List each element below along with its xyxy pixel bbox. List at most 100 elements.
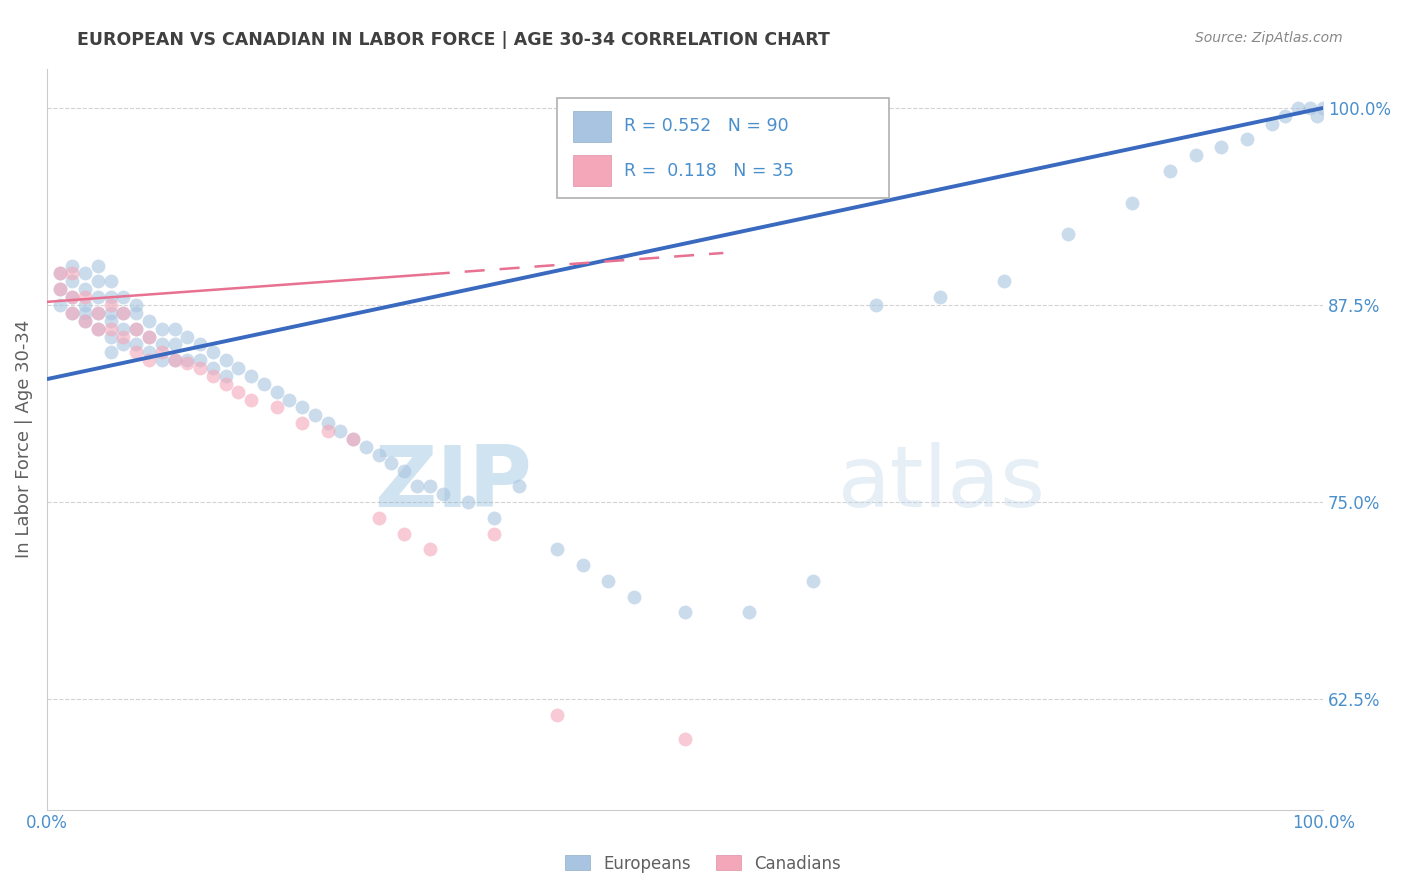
Point — [253, 376, 276, 391]
Point — [62, 290, 84, 304]
Point — [188, 337, 211, 351]
Point — [738, 606, 761, 620]
Point — [419, 479, 441, 493]
Point — [87, 290, 110, 304]
Point — [87, 274, 110, 288]
Bar — [572, 155, 612, 186]
Point — [112, 306, 135, 320]
Point — [342, 432, 364, 446]
Point — [304, 409, 326, 423]
Point — [62, 290, 84, 304]
Point — [1159, 164, 1181, 178]
Point — [214, 376, 236, 391]
Point — [316, 417, 339, 431]
Point — [546, 708, 568, 723]
Point — [48, 282, 70, 296]
Point — [929, 290, 952, 304]
Y-axis label: In Labor Force | Age 30-34: In Labor Force | Age 30-34 — [15, 320, 32, 558]
Point — [329, 424, 352, 438]
Point — [75, 306, 97, 320]
Point — [125, 306, 148, 320]
Text: R = 0.552   N = 90: R = 0.552 N = 90 — [624, 118, 789, 136]
Point — [62, 306, 84, 320]
Legend: Europeans, Canadians: Europeans, Canadians — [558, 848, 848, 880]
Point — [62, 267, 84, 281]
Point — [240, 392, 263, 407]
Point — [188, 353, 211, 368]
Point — [865, 298, 887, 312]
Point — [125, 321, 148, 335]
Point — [87, 321, 110, 335]
Point — [112, 290, 135, 304]
Point — [75, 314, 97, 328]
Point — [228, 384, 250, 399]
Point — [291, 401, 314, 415]
Point — [112, 337, 135, 351]
Point — [112, 329, 135, 343]
Point — [1312, 101, 1334, 115]
Text: R =  0.118   N = 35: R = 0.118 N = 35 — [624, 161, 794, 180]
Point — [432, 487, 454, 501]
Point — [62, 274, 84, 288]
Point — [1209, 140, 1232, 154]
Point — [75, 290, 97, 304]
Point — [316, 424, 339, 438]
Point — [100, 314, 122, 328]
Point — [801, 574, 824, 588]
Point — [75, 267, 97, 281]
Point — [1261, 117, 1284, 131]
Point — [163, 337, 186, 351]
Point — [138, 314, 160, 328]
Point — [75, 314, 97, 328]
Point — [214, 368, 236, 383]
Text: ZIP: ZIP — [374, 442, 531, 525]
Point — [163, 321, 186, 335]
Point — [623, 590, 645, 604]
Point — [1057, 227, 1080, 241]
Point — [394, 526, 416, 541]
Point — [266, 384, 288, 399]
Point — [125, 337, 148, 351]
Point — [100, 274, 122, 288]
Point — [75, 282, 97, 296]
Point — [125, 321, 148, 335]
Point — [87, 306, 110, 320]
Point — [354, 440, 377, 454]
Point — [1286, 101, 1309, 115]
Point — [673, 606, 696, 620]
Point — [291, 417, 314, 431]
Point — [201, 361, 224, 376]
Point — [125, 298, 148, 312]
Point — [572, 558, 595, 573]
Point — [62, 259, 84, 273]
Point — [201, 345, 224, 359]
Point — [214, 353, 236, 368]
Point — [240, 368, 263, 383]
Point — [993, 274, 1015, 288]
Point — [150, 337, 173, 351]
Point — [367, 511, 389, 525]
Point — [138, 329, 160, 343]
Point — [87, 259, 110, 273]
Point — [75, 298, 97, 312]
Point — [201, 368, 224, 383]
Point — [125, 345, 148, 359]
Point — [163, 353, 186, 368]
Point — [1184, 148, 1206, 162]
Point — [342, 432, 364, 446]
Point — [419, 542, 441, 557]
Point — [1306, 109, 1329, 123]
Bar — [572, 111, 612, 142]
Point — [163, 353, 186, 368]
Point — [100, 329, 122, 343]
Point — [1236, 132, 1258, 146]
Point — [48, 298, 70, 312]
Point — [546, 542, 568, 557]
Point — [150, 353, 173, 368]
Point — [406, 479, 429, 493]
Point — [266, 401, 288, 415]
Point — [367, 448, 389, 462]
Point — [62, 306, 84, 320]
Text: EUROPEAN VS CANADIAN IN LABOR FORCE | AGE 30-34 CORRELATION CHART: EUROPEAN VS CANADIAN IN LABOR FORCE | AG… — [77, 31, 830, 49]
Point — [112, 306, 135, 320]
